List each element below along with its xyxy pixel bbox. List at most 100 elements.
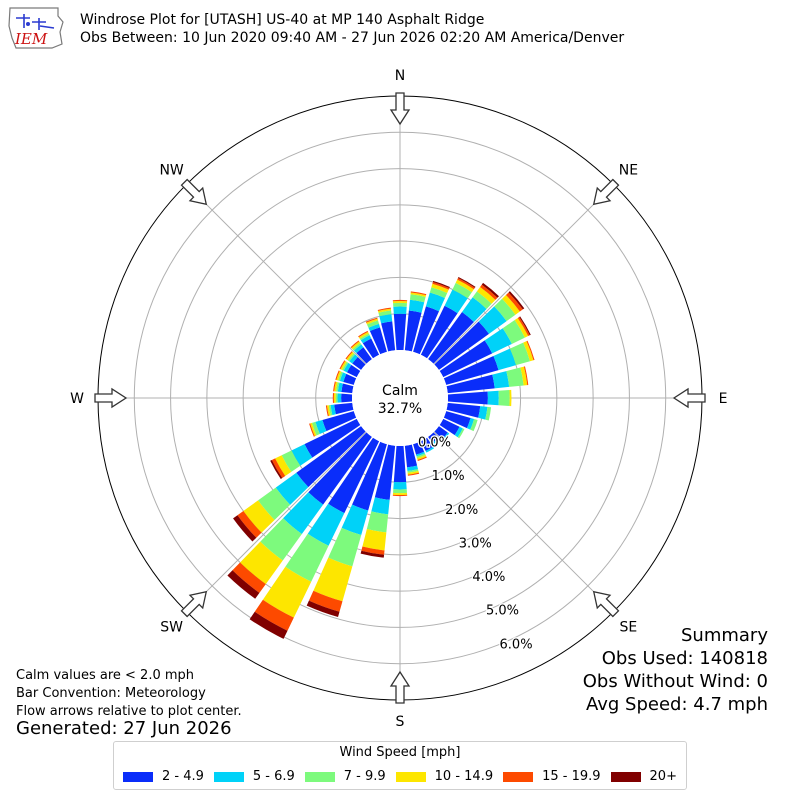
windrose-bar-segment — [470, 418, 478, 432]
obs-used: Obs Used: 140818 — [601, 648, 768, 669]
windrose-bar-segment — [337, 382, 343, 393]
legend-swatch — [610, 771, 641, 782]
summary-box: Summary Obs Used: 140818 Obs Without Win… — [583, 624, 768, 716]
windrose-bar-segment — [337, 393, 342, 403]
windrose-bar-segment — [392, 301, 408, 304]
windrose-bar-segment — [425, 292, 445, 312]
calm-label: Calm — [382, 383, 418, 399]
windrose-bar-segment — [492, 371, 510, 389]
windrose-bar-segment — [369, 327, 387, 355]
flow-arrow-icon — [389, 670, 411, 704]
windrose-bar-segment — [227, 570, 260, 599]
windrose-bar-segment — [270, 459, 283, 480]
legend-swatch — [213, 771, 244, 782]
windrose-bar-segment — [484, 328, 512, 354]
compass-label: W — [70, 391, 84, 407]
legend-swatch — [122, 771, 153, 782]
legend-label: 5 - 6.9 — [252, 769, 295, 784]
radial-gridline — [186, 431, 367, 612]
windrose-bar-segment — [313, 557, 353, 602]
windrose-bar-segment — [233, 515, 257, 542]
logo-text: IEM — [14, 30, 48, 48]
windrose-bar-segment — [332, 393, 335, 403]
windrose-bar-segment — [342, 361, 349, 371]
ring-gridline — [278, 276, 522, 520]
windrose-bar-segment — [417, 455, 427, 460]
windrose-bar-segment — [362, 528, 387, 551]
obs-without-wind: Obs Without Wind: 0 — [582, 671, 768, 692]
windrose-bar-segment — [431, 283, 449, 293]
legend-item: 7 - 9.9 — [304, 769, 386, 784]
windrose-bar-segment — [442, 432, 450, 441]
avg-speed: Avg Speed: 4.7 mph — [586, 694, 768, 715]
radial-tick-label: 6.0% — [500, 637, 533, 652]
legend-swatch — [304, 771, 335, 782]
windrose-bar-segment — [505, 292, 523, 312]
windrose-bar-segment — [340, 360, 347, 371]
windrose-bar-segment — [520, 366, 528, 386]
windrose-bar-segment — [404, 444, 418, 468]
windrose-bar-segment — [432, 437, 440, 445]
windrose-bar-segment — [328, 527, 362, 567]
flow-arrow-icon — [592, 590, 620, 618]
legend-swatch — [503, 771, 534, 782]
windrose-bar-segment — [360, 335, 372, 344]
windrose-bar-segment — [346, 364, 361, 378]
windrose-bar-segment — [349, 354, 358, 364]
windrose-bar-segment — [378, 310, 392, 317]
windrose-bar-segment — [334, 402, 354, 415]
radial-tick-label: 1.0% — [432, 469, 465, 484]
windrose-bar-segment — [243, 500, 275, 533]
windrose-bar-segment — [377, 307, 391, 312]
windrose-bar-segment — [232, 562, 266, 593]
flow-arrow-icon — [672, 387, 706, 409]
windrose-bar-segment — [519, 316, 531, 336]
windrose-bar-segment — [271, 458, 286, 479]
windrose-bar-segment — [285, 533, 329, 582]
windrose-bar-segment — [260, 518, 302, 561]
windrose-bar-segment — [328, 405, 333, 416]
windrose-bar-segment — [506, 367, 524, 387]
windrose-bar-segment — [466, 417, 475, 430]
ring-gridline — [170, 168, 630, 628]
windrose-bar-segment — [341, 383, 354, 394]
windrose-bar-segment — [352, 356, 366, 370]
radial-gridline — [186, 184, 367, 365]
windrose-bar-segment — [333, 393, 336, 403]
flow-arrow-icon — [180, 590, 208, 618]
windrose-bar-segment — [356, 347, 372, 364]
windrose-bar-segment — [311, 421, 320, 436]
windrose-bar-segment — [434, 321, 489, 370]
windrose-bar-segment — [336, 370, 342, 381]
windrose-bar-segment — [517, 316, 530, 337]
windrose-bar-segment — [351, 341, 361, 350]
windrose-bar-segment — [322, 411, 357, 432]
windrose-bar-segment — [407, 465, 419, 472]
windrose-bar-segment — [362, 338, 380, 359]
windrose-bar-segment — [393, 306, 407, 314]
windrose-bar-segment — [339, 360, 346, 370]
windrose-bar-segment — [407, 470, 419, 475]
windrose-bar-segment — [439, 418, 460, 436]
windrose-bar-segment — [443, 356, 499, 385]
windrose-bar-segment — [249, 611, 288, 639]
windrose-bar-segment — [409, 294, 426, 303]
compass-label: SE — [620, 619, 638, 635]
windrose-bar-segment — [420, 305, 458, 359]
windrose-bar-segment — [333, 381, 336, 392]
windrose-bar-segment — [416, 451, 425, 457]
windrose-bar-segment — [487, 390, 499, 406]
windrose-bar-segment — [393, 302, 407, 307]
windrose-bar-segment — [452, 282, 472, 299]
windrose-bar-segment — [345, 351, 353, 360]
windrose-bar-segment — [481, 282, 499, 298]
legend-item: 5 - 6.9 — [213, 769, 295, 784]
windrose-bar-segment — [343, 362, 352, 373]
windrose-bar-segment — [237, 510, 262, 538]
windrose-bar-segment — [434, 426, 448, 440]
windrose-bar-segment — [341, 393, 353, 403]
windrose-bar-segment — [281, 450, 301, 472]
windrose-bar-segment — [443, 411, 471, 429]
windrose-bar-segment — [413, 306, 440, 355]
windrose-bar-segment — [446, 374, 495, 394]
